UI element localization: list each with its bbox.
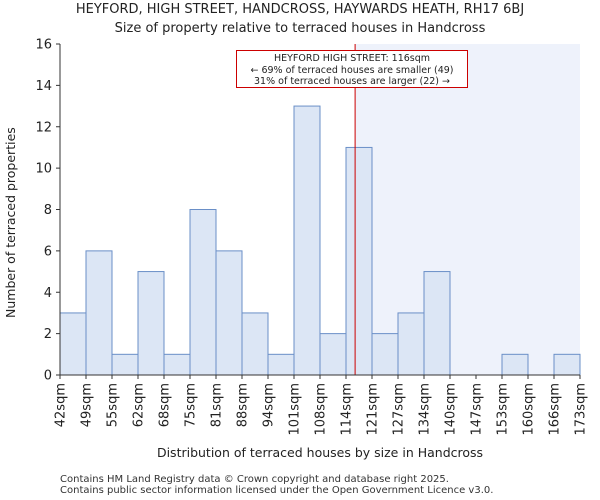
- larger-region-shading: [355, 44, 580, 375]
- bar: [85, 250, 113, 376]
- bar: [319, 333, 347, 376]
- x-tick-label: 101sqm: [288, 383, 303, 436]
- y-axis-label: Number of terraced properties: [3, 127, 18, 318]
- bar: [163, 353, 191, 376]
- bar: [59, 312, 87, 376]
- x-tick-label: 140sqm: [444, 383, 459, 436]
- x-tick-label: 160sqm: [522, 383, 537, 436]
- bar: [345, 146, 373, 376]
- y-tick-label: 0: [44, 369, 52, 384]
- footer-line-2: Contains public sector information licen…: [60, 485, 494, 496]
- footer-line-1: Contains HM Land Registry data © Crown c…: [60, 474, 449, 485]
- x-tick-label: 42sqm: [54, 383, 69, 427]
- bar: [501, 353, 529, 376]
- chart-subtitle: Size of property relative to terraced ho…: [114, 21, 486, 36]
- property-annotation: HEYFORD HIGH STREET: 116sqm ← 69% of ter…: [236, 50, 468, 88]
- bar: [397, 312, 425, 376]
- bar: [553, 353, 581, 376]
- x-tick-label: 173sqm: [574, 383, 589, 436]
- bar: [111, 353, 139, 376]
- x-tick-label: 147sqm: [470, 383, 485, 436]
- bar: [423, 271, 451, 376]
- y-tick-label: 14: [35, 79, 52, 94]
- x-tick-label: 108sqm: [314, 383, 329, 436]
- x-tick-label: 114sqm: [340, 383, 355, 436]
- y-tick-label: 4: [44, 286, 52, 301]
- bar: [371, 333, 399, 376]
- bar: [267, 353, 295, 376]
- x-tick-label: 121sqm: [366, 383, 381, 436]
- x-tick-label: 81sqm: [210, 383, 225, 427]
- x-tick-label: 62sqm: [132, 383, 147, 427]
- x-tick-label: 68sqm: [158, 383, 173, 427]
- x-tick-label: 75sqm: [184, 383, 199, 427]
- chart-title: HEYFORD, HIGH STREET, HANDCROSS, HAYWARD…: [75, 2, 525, 17]
- bar: [215, 250, 243, 376]
- bar: [293, 105, 321, 376]
- x-tick-label: 134sqm: [418, 383, 433, 436]
- x-tick-label: 88sqm: [236, 383, 251, 427]
- x-axis-label: Distribution of terraced houses by size …: [156, 445, 484, 460]
- y-tick-label: 16: [35, 38, 52, 53]
- x-tick-label: 153sqm: [496, 383, 511, 436]
- x-tick-label: 55sqm: [106, 383, 121, 427]
- bar: [189, 209, 217, 376]
- bar: [137, 271, 165, 376]
- annotation-line-3: 31% of terraced houses are larger (22) →: [254, 76, 450, 87]
- y-tick-label: 8: [44, 203, 52, 218]
- x-tick-label: 166sqm: [548, 383, 563, 436]
- y-tick-label: 6: [44, 244, 52, 259]
- y-tick-label: 10: [35, 162, 52, 177]
- annotation-line-2: ← 69% of terraced houses are smaller (49…: [250, 64, 454, 76]
- y-tick-label: 2: [44, 327, 52, 342]
- y-tick-label: 12: [35, 120, 52, 135]
- x-tick-label: 94sqm: [262, 383, 277, 427]
- x-tick-label: 49sqm: [80, 383, 95, 427]
- annotation-line-1: HEYFORD HIGH STREET: 116sqm: [273, 53, 431, 64]
- x-tick-label: 127sqm: [392, 383, 407, 436]
- bar: [241, 312, 269, 376]
